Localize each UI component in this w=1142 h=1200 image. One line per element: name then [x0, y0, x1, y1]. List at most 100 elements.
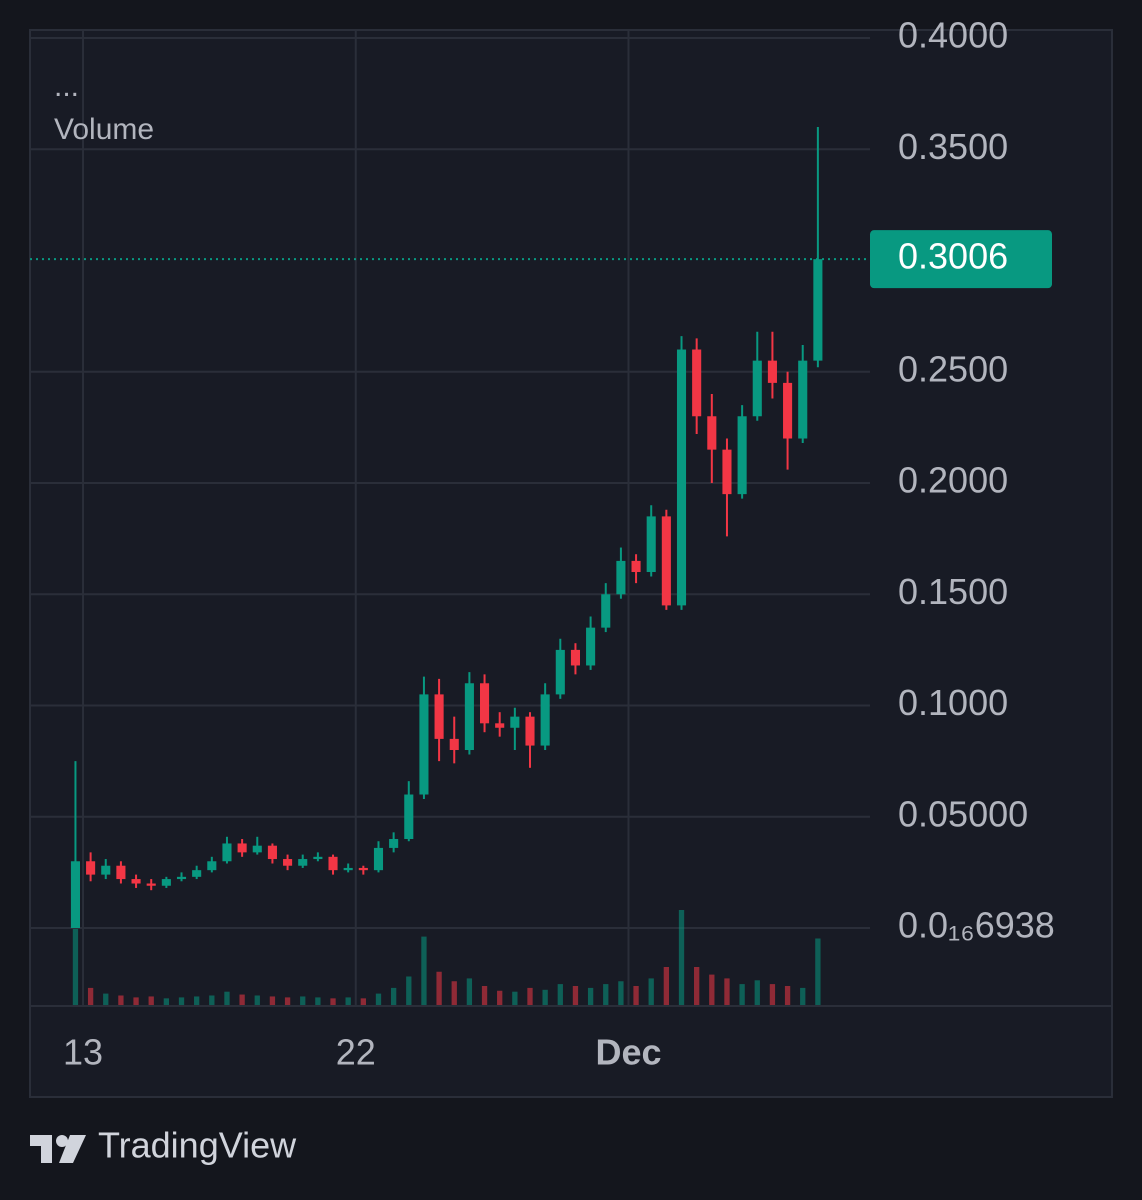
candle-body — [161, 879, 171, 886]
volume-bar — [300, 996, 306, 1005]
candle-body — [616, 560, 626, 595]
candle-body — [555, 649, 565, 695]
y-tick-label: 0.1500 — [898, 571, 1008, 612]
volume-bar — [284, 997, 291, 1005]
volume-bar — [148, 996, 154, 1005]
volume-bar — [709, 974, 715, 1005]
volume-bar — [103, 993, 109, 1005]
volume-bar — [527, 987, 533, 1005]
volume-bar — [269, 996, 276, 1005]
volume-bar — [224, 991, 230, 1005]
y-tick-label: 0.0₁₆6938 — [898, 905, 1055, 946]
volume-bar — [87, 987, 94, 1005]
volume-bar — [466, 978, 473, 1005]
candle-body — [192, 870, 202, 877]
volume-bar — [663, 967, 670, 1005]
candle-body — [676, 349, 687, 606]
candle-body — [328, 856, 338, 871]
candle-body — [313, 856, 323, 860]
candle-body — [373, 847, 384, 871]
candle-body — [343, 867, 353, 871]
candle-body — [752, 360, 762, 417]
volume-bar — [375, 993, 382, 1005]
y-tick-label: 0.05000 — [898, 793, 1028, 834]
volume-bar — [421, 936, 427, 1005]
volume-bar — [587, 987, 594, 1005]
x-tick-label: 13 — [63, 1032, 103, 1073]
candle-body — [222, 843, 232, 862]
volume-bar — [209, 995, 215, 1005]
legend-dots: ... — [54, 70, 79, 103]
volume-bar — [678, 910, 685, 1005]
candle-body — [434, 694, 444, 739]
candle-body — [358, 867, 368, 871]
candle-body — [692, 349, 702, 417]
volume-bar — [390, 987, 397, 1005]
volume-bar — [451, 981, 457, 1005]
volume-bar — [572, 986, 579, 1005]
candle-body — [298, 859, 308, 866]
volume-bar — [633, 986, 639, 1005]
x-tick-label: 22 — [336, 1032, 376, 1073]
candle-body — [267, 845, 277, 860]
candle-body — [767, 360, 777, 383]
candle-body — [737, 416, 747, 495]
volume-bar — [648, 978, 654, 1005]
candle-body — [570, 649, 580, 666]
candle-body — [116, 865, 126, 880]
candle-body — [480, 683, 490, 724]
candle-body — [70, 861, 80, 929]
volume-bar — [330, 998, 336, 1005]
candle-body — [495, 723, 505, 728]
volume-bar — [497, 990, 503, 1005]
candle-body — [176, 876, 187, 880]
candle-body — [101, 865, 111, 875]
volume-bar — [315, 997, 321, 1005]
volume-bar — [406, 976, 412, 1005]
candle-body — [419, 694, 429, 795]
volume-bar — [345, 997, 351, 1005]
volume-bar — [72, 929, 79, 1005]
candle-body — [722, 449, 732, 495]
volume-label: Volume — [54, 113, 154, 146]
candle-body — [237, 843, 247, 853]
candle-body — [540, 694, 550, 746]
candle-body — [783, 382, 793, 439]
candle-body — [586, 627, 596, 666]
volume-bar — [178, 997, 185, 1005]
last-price-badge — [870, 230, 1052, 289]
volume-bar — [194, 996, 200, 1005]
candle-body — [525, 716, 535, 746]
volume-bar — [481, 986, 488, 1005]
candle-body — [464, 683, 474, 751]
candle-body — [252, 845, 262, 853]
volume-bar — [163, 998, 170, 1005]
volume-bar — [724, 978, 730, 1005]
candle-body — [86, 861, 96, 875]
marks — [30, 127, 870, 1005]
volume-bar — [254, 995, 260, 1005]
brand-logo — [30, 1135, 86, 1163]
volume-bar — [754, 980, 760, 1005]
y-tick-label: 0.2500 — [898, 348, 1008, 389]
volume-bar — [739, 984, 745, 1005]
candle-body — [661, 516, 671, 606]
volume-bar — [815, 938, 821, 1005]
volume-bar — [133, 997, 139, 1005]
volume-bar — [618, 981, 624, 1005]
chart-panel — [29, 29, 1113, 1098]
volume-bar — [800, 987, 806, 1005]
candle-body — [131, 879, 141, 884]
candle-body — [283, 859, 293, 866]
candle-body — [389, 839, 399, 848]
x-tick-label: Dec — [595, 1032, 661, 1073]
brand-name: TradingView — [98, 1125, 297, 1166]
y-tick-label: 0.4000 — [898, 15, 1008, 56]
volume-bar — [603, 984, 609, 1005]
y-tick-label: 0.3500 — [898, 126, 1008, 167]
volume-bar — [512, 991, 518, 1005]
volume-bar — [557, 984, 563, 1005]
last-price-label: 0.3006 — [898, 236, 1008, 277]
candle-body — [146, 883, 156, 886]
